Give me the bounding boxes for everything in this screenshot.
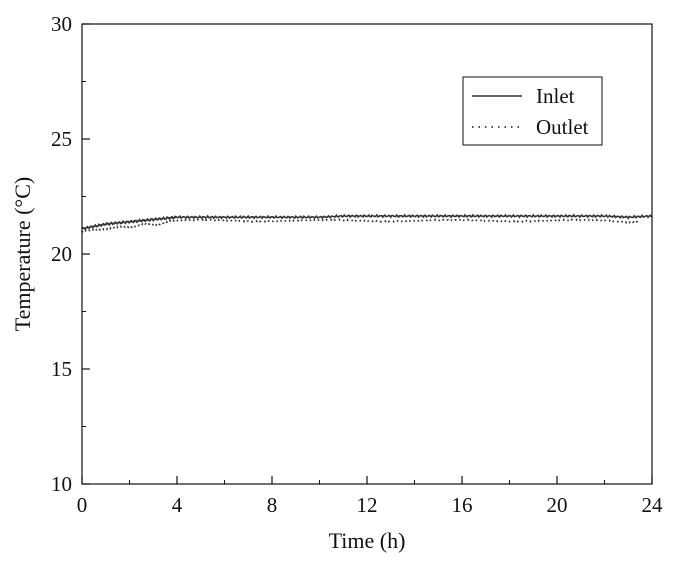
- y-axis-label: Temperature (°C): [10, 177, 35, 331]
- x-tick-label: 12: [357, 493, 378, 517]
- y-tick-label: 30: [51, 12, 72, 36]
- legend-box: [462, 76, 603, 146]
- y-tick-label: 25: [51, 127, 72, 151]
- ticks-layer: 0 4 8 12 16 20 24 10 15 20 25 30: [51, 12, 663, 517]
- y-tick-label: 20: [51, 242, 72, 266]
- x-tick-label: 16: [452, 493, 473, 517]
- x-tick-label: 0: [77, 493, 88, 517]
- x-tick-label: 24: [642, 493, 664, 517]
- x-tick-label: 20: [547, 493, 568, 517]
- legend-label-outlet: Outlet: [536, 115, 589, 139]
- x-axis-label: Time (h): [329, 528, 406, 553]
- y-tick-label: 15: [51, 357, 72, 381]
- legend-label-inlet: Inlet: [536, 84, 575, 108]
- y-tick-label: 10: [51, 472, 72, 496]
- series-layer: [81, 213, 653, 235]
- x-tick-label: 4: [172, 493, 183, 517]
- series-line-inlet: [81, 213, 653, 231]
- x-tick-label: 8: [267, 493, 278, 517]
- legend: Inlet Outlet: [462, 76, 603, 146]
